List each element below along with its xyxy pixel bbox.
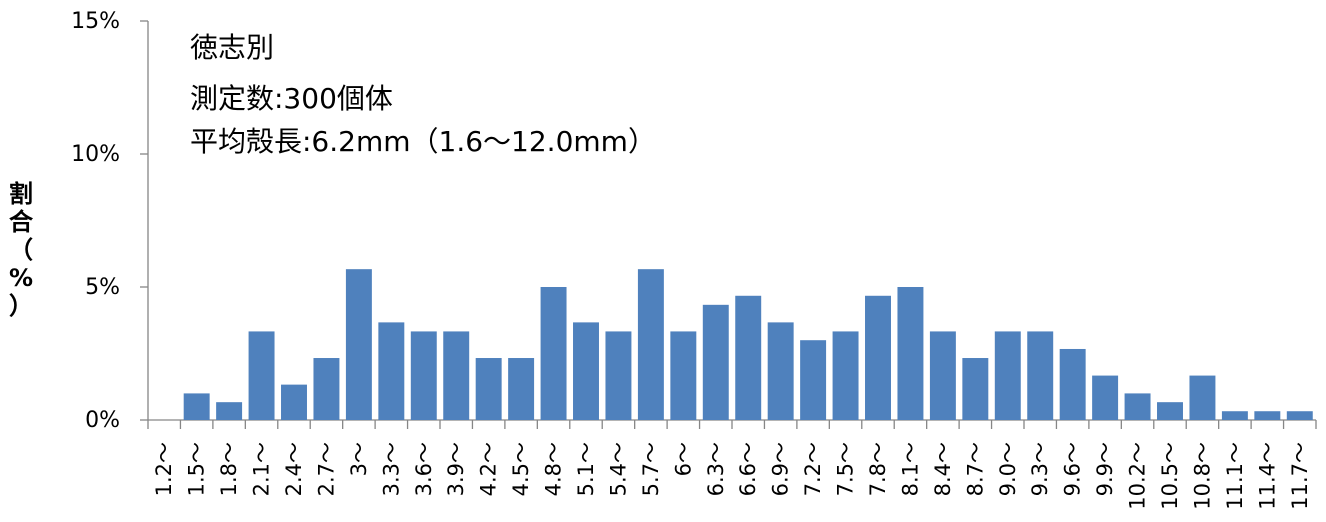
bar-18	[702, 304, 729, 420]
x-tick-label: 4.5～	[509, 442, 533, 496]
bar-21	[800, 340, 827, 420]
y-axis-label-char-1: 割	[9, 180, 33, 208]
bar-2	[183, 393, 210, 420]
x-tick-label: 9.3～	[1028, 442, 1052, 496]
x-tick-label: 2.4～	[282, 442, 306, 496]
bar-28	[1027, 331, 1054, 420]
bar-31	[1124, 393, 1151, 420]
x-tick-label: 8.7～	[963, 442, 987, 496]
bar-27	[994, 331, 1021, 420]
x-tick-label: 8.1～	[898, 442, 922, 496]
bar-36	[1286, 411, 1313, 420]
x-tick-label: 10.8～	[1190, 442, 1214, 510]
x-tick-label: 9.6～	[1061, 442, 1085, 496]
bar-16	[637, 269, 664, 420]
x-tick-label: 2.1～	[250, 442, 274, 496]
x-tick-label: 1.5～	[185, 442, 209, 496]
bar-20	[767, 322, 794, 420]
annotation-sample-count: 測定数:300個体	[190, 82, 393, 115]
bar-11	[475, 358, 502, 420]
y-tick-label: 15%	[71, 9, 120, 34]
bar-34	[1221, 411, 1248, 420]
x-tick-label: 4.8～	[542, 442, 566, 496]
bar-35	[1254, 411, 1281, 420]
y-tick-label: 5%	[85, 275, 120, 300]
bar-19	[735, 295, 762, 420]
bar-13	[540, 287, 567, 420]
bar-15	[605, 331, 632, 420]
bar-17	[670, 331, 697, 420]
bar-3	[216, 402, 243, 420]
x-tick-label: 6.3～	[704, 442, 728, 496]
y-axis-label-char-3: （	[9, 236, 33, 264]
bar-30	[1092, 375, 1119, 420]
x-tick-label: 5.7～	[639, 442, 663, 496]
bar-7	[345, 269, 372, 420]
y-axis-label-char-5: ）	[9, 292, 33, 320]
bar-6	[313, 358, 340, 420]
x-tick-label: 7.8～	[866, 442, 890, 496]
bar-26	[962, 358, 989, 420]
bar-32	[1157, 402, 1183, 420]
y-tick-label: 0%	[85, 408, 120, 433]
x-tick-label: 2.7～	[314, 442, 338, 496]
x-tick-label: 9.9～	[1093, 442, 1117, 496]
x-tick-label: 6～	[671, 442, 695, 476]
bar-12	[508, 358, 535, 420]
x-tick-label: 5.1～	[574, 442, 598, 496]
y-axis-label: 割 合 （ % ）	[8, 180, 34, 320]
bar-10	[443, 331, 470, 420]
x-tick-label: 10.5～	[1158, 442, 1182, 510]
bar-33	[1189, 375, 1216, 420]
x-tick-label: 6.6～	[736, 442, 760, 496]
annotation-location: 徳志別	[190, 31, 275, 64]
annotation-mean-length: 平均殻長:6.2mm（1.6～12.0mm）	[190, 125, 656, 158]
x-tick-label: 11.1～	[1223, 442, 1247, 510]
x-tick-label: 3.9～	[444, 442, 468, 496]
bar-9	[410, 331, 437, 420]
bar-23	[865, 295, 891, 420]
bar-14	[573, 322, 599, 420]
bar-29	[1059, 348, 1086, 420]
y-axis-label-char-2: 合	[9, 208, 33, 236]
x-tick-label: 4.2～	[477, 442, 501, 496]
bar-8	[378, 322, 405, 420]
x-tick-label: 1.8～	[217, 442, 241, 496]
x-tick-label: 9.0～	[996, 442, 1020, 496]
x-tick-label: 11.4～	[1255, 442, 1279, 510]
x-tick-label: 3.3～	[379, 442, 403, 496]
bar-24	[897, 287, 924, 420]
x-tick-label: 7.5～	[834, 442, 858, 496]
y-axis-label-char-4: %	[8, 264, 34, 292]
x-tick-label: 6.9～	[769, 442, 793, 496]
x-tick-label: 3～	[347, 442, 371, 476]
x-tick-label: 8.4～	[931, 442, 955, 496]
y-tick-label: 10%	[71, 142, 120, 167]
bar-5	[281, 384, 307, 420]
x-tick-label: 3.6～	[412, 442, 436, 496]
x-tick-label: 10.2～	[1126, 442, 1150, 510]
x-tick-label: 7.2～	[801, 442, 825, 496]
bar-22	[832, 331, 859, 420]
bar-25	[929, 331, 956, 420]
x-tick-label: 5.4～	[606, 442, 630, 496]
x-tick-label: 1.2～	[152, 442, 176, 496]
x-tick-label: 11.7～	[1288, 442, 1312, 510]
bar-4	[248, 331, 275, 420]
